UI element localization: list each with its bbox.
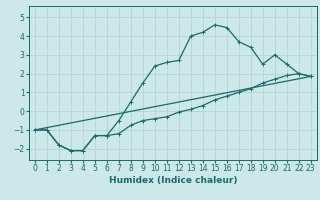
X-axis label: Humidex (Indice chaleur): Humidex (Indice chaleur) (108, 176, 237, 185)
